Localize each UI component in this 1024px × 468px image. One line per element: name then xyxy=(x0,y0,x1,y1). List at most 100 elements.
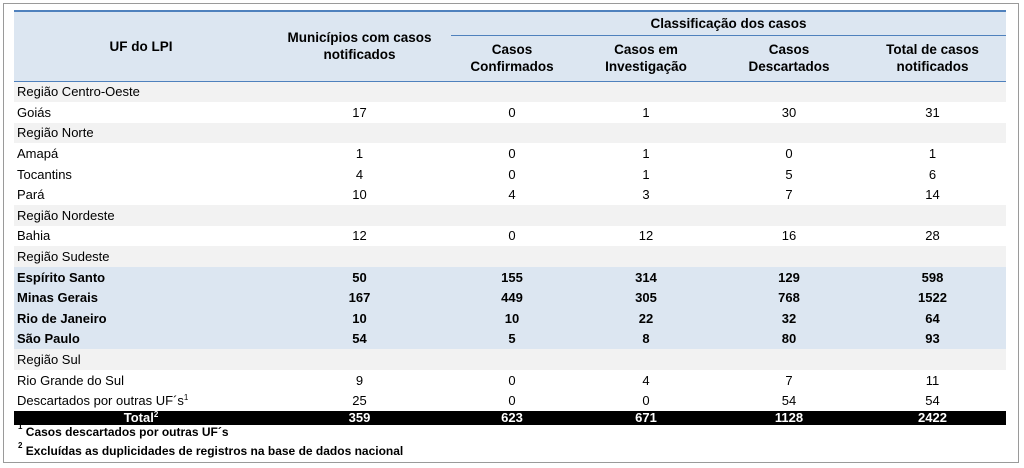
region-row: Região Sul xyxy=(14,349,1007,370)
region-row: Região Nordeste xyxy=(14,205,1007,226)
confirmados-cell: 0 xyxy=(508,228,516,244)
investigacao-cell: 0 xyxy=(642,393,650,409)
descartados-cell: 54 xyxy=(781,393,797,409)
total-cell: 598 xyxy=(859,266,1007,288)
state-name: Pará xyxy=(17,187,45,203)
confirmados-cell: 0 xyxy=(508,372,516,388)
municipios-cell: 10 xyxy=(268,308,451,329)
header-classificacao: Classificação dos casos xyxy=(451,10,1007,36)
investigacao-cell: 4 xyxy=(642,372,650,388)
municipios-cell: 50 xyxy=(268,266,451,288)
total-cell: 93 xyxy=(859,328,1007,350)
table-row: Rio Grande do Sul 9 0 4 7 11 xyxy=(14,370,1006,391)
table-row: Pará 10 4 3 7 14 xyxy=(14,184,1006,205)
municipios-cell: 1 xyxy=(355,146,364,162)
total-label: Total2 xyxy=(14,411,268,425)
investigacao-cell: 1 xyxy=(642,146,650,162)
total-cell: 11 xyxy=(925,372,940,388)
confirmados-cell: 155 xyxy=(451,266,573,288)
table-row: São Paulo 54 5 8 80 93 xyxy=(14,328,1007,350)
total-confirmados: 623 xyxy=(451,411,573,425)
municipios-cell: 167 xyxy=(268,287,451,309)
total-municipios: 359 xyxy=(268,411,451,425)
total-cell: 54 xyxy=(925,393,940,409)
confirmados-cell: 0 xyxy=(508,166,516,182)
investigacao-cell: 22 xyxy=(573,308,719,329)
municipios-cell: 12 xyxy=(352,228,367,244)
investigacao-cell: 305 xyxy=(573,287,719,309)
municipios-cell: 17 xyxy=(352,104,367,120)
state-name: Goiás xyxy=(17,104,51,120)
state-name: Minas Gerais xyxy=(14,287,268,309)
total-cell: 1522 xyxy=(859,287,1007,309)
descartados-cell: 5 xyxy=(785,166,793,182)
header-descartados: Casos Descartados xyxy=(719,35,859,82)
region-row: Região Norte xyxy=(14,122,1007,144)
table-row: Rio de Janeiro 10 10 22 32 64 xyxy=(14,308,1007,329)
investigacao-cell: 1 xyxy=(642,166,650,182)
cases-table: UF do LPI Municípios com casos notificado… xyxy=(14,10,1007,425)
investigacao-cell: 8 xyxy=(573,328,719,350)
descartados-cell: 129 xyxy=(719,266,859,288)
table-row: Bahia 12 0 12 16 28 xyxy=(14,226,1006,247)
total-notificados: 2422 xyxy=(859,411,1007,425)
state-name: Rio Grande do Sul xyxy=(17,372,124,388)
region-row: Região Sudeste xyxy=(14,246,1007,267)
investigacao-cell: 314 xyxy=(573,266,719,288)
descartados-cell: 80 xyxy=(719,328,859,350)
table-row: Goiás 17 0 1 30 31 xyxy=(14,102,1006,123)
total-cell: 31 xyxy=(925,104,940,120)
state-name: São Paulo xyxy=(14,328,268,350)
table-row: Descartados por outras UF´s1 25 0 0 54 54 xyxy=(14,390,1006,411)
footnote-1: 1 Casos descartados por outras UF´s xyxy=(18,422,229,439)
header-uf: UF do LPI xyxy=(14,10,268,82)
descartados-cell: 0 xyxy=(785,146,793,162)
state-name: Amapá xyxy=(17,146,59,162)
investigacao-cell: 12 xyxy=(638,228,654,244)
total-cell: 28 xyxy=(925,228,940,244)
confirmados-cell: 4 xyxy=(508,187,516,203)
municipios-cell: 25 xyxy=(352,393,367,409)
confirmados-cell: 0 xyxy=(508,146,516,162)
state-name: Espírito Santo xyxy=(14,266,268,288)
table-row: Espírito Santo 50 155 314 129 598 xyxy=(14,266,1007,288)
municipios-cell: 10 xyxy=(352,187,367,203)
table-row: Amapá 1 0 1 0 1 xyxy=(14,143,1006,164)
descartados-cell: 16 xyxy=(781,228,797,244)
municipios-cell: 54 xyxy=(268,328,451,350)
descartados-cell: 30 xyxy=(781,104,797,120)
descartados-cell: 7 xyxy=(785,372,793,388)
municipios-cell: 4 xyxy=(355,166,364,182)
table-row: Minas Gerais 167 449 305 768 1522 xyxy=(14,287,1007,309)
descartados-cell: 7 xyxy=(785,187,793,203)
confirmados-cell: 10 xyxy=(451,308,573,329)
confirmados-cell: 0 xyxy=(508,393,516,409)
header-investigacao: Casos em Investigação xyxy=(573,35,719,82)
state-name: Tocantins xyxy=(17,166,72,182)
total-cell: 1 xyxy=(928,146,937,162)
total-cell: 14 xyxy=(925,187,940,203)
descartados-cell: 768 xyxy=(719,287,859,309)
total-cell: 6 xyxy=(928,166,937,182)
header-confirmados: Casos Confirmados xyxy=(451,35,573,82)
investigacao-cell: 3 xyxy=(642,187,650,203)
state-name: Bahia xyxy=(17,228,51,244)
state-name: Rio de Janeiro xyxy=(14,308,268,329)
state-name: Descartados por outras UF´s1 xyxy=(17,393,189,409)
header-total: Total de casos notificados xyxy=(859,35,1007,82)
table-frame: UF do LPI Municípios com casos notificado… xyxy=(3,3,1019,463)
header-municipios: Municípios com casos notificados xyxy=(268,10,451,82)
table-row: Tocantins 4 0 1 5 6 xyxy=(14,164,1006,185)
total-cell: 64 xyxy=(859,308,1007,329)
municipios-cell: 9 xyxy=(355,372,364,388)
investigacao-cell: 1 xyxy=(642,104,650,120)
total-investigacao: 671 xyxy=(573,411,719,425)
total-descartados: 1128 xyxy=(719,411,859,425)
total-row: Total2 359 623 671 1128 2422 xyxy=(14,411,1007,425)
footnote-2: 2 Excluídas as duplicidades de registros… xyxy=(18,441,404,458)
region-row: Região Centro-Oeste xyxy=(14,81,1007,103)
confirmados-cell: 449 xyxy=(451,287,573,309)
confirmados-cell: 0 xyxy=(508,104,516,120)
confirmados-cell: 5 xyxy=(451,328,573,350)
descartados-cell: 32 xyxy=(719,308,859,329)
